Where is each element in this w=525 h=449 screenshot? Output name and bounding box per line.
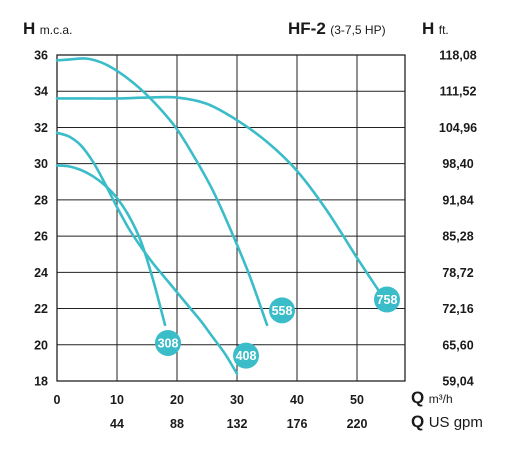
x-tick-label: 30: [230, 393, 244, 407]
x-tick-label: 10: [110, 393, 124, 407]
y2-tick-label: 111,52: [440, 85, 477, 99]
model-range: (3-7,5 HP): [330, 23, 386, 37]
y2-tick-label: 78,72: [442, 266, 473, 280]
x2-tick-label: 88: [170, 417, 184, 431]
x-tick-label: 40: [290, 393, 304, 407]
y-tick-label: 34: [34, 85, 48, 99]
y-tick-label: 20: [34, 338, 48, 352]
q-gpm-unit: US gpm: [428, 414, 483, 431]
curve-badge-408: [233, 342, 259, 369]
right-axis-symbol: H: [422, 19, 435, 38]
curve-408: [55, 131, 239, 376]
y-tick-label: 26: [34, 230, 48, 244]
curve-308: [55, 164, 167, 327]
x2-tick-label: 176: [287, 417, 308, 431]
y2-tick-label: 118,08: [439, 49, 477, 63]
curve-badge-758: [374, 286, 400, 313]
y-tick-label: 28: [34, 193, 48, 207]
curve-558: [55, 57, 269, 327]
x2-tick-label: 132: [227, 417, 248, 431]
q-gpm-label: Q US gpm: [411, 412, 483, 432]
curves: [55, 57, 383, 376]
y-tick-label: 22: [34, 302, 48, 316]
x2-tick-label: 220: [347, 417, 368, 431]
curve-badge-558: [269, 297, 295, 324]
y2-tick-label: 59,04: [442, 375, 473, 389]
curve-badge-label-408: 408: [236, 349, 257, 363]
model-header: HF-2 (3-7,5 HP): [288, 19, 386, 39]
y2-tick-label: 104,96: [439, 121, 477, 135]
curve-758: [55, 95, 383, 296]
grid: [56, 54, 406, 382]
q-gpm-symbol: Q: [411, 412, 425, 431]
x2-tick-label: 44: [110, 417, 124, 431]
x-tick-label: 50: [350, 393, 364, 407]
y-tick-label: 32: [34, 121, 48, 135]
curve-badge-label-308: 308: [158, 336, 179, 350]
tick-labels: 18 20 22 24 26 28 30 32 34 36 59,04 65,60 72,16 78,72…: [34, 49, 477, 432]
x-tick-label: 0: [54, 393, 61, 407]
q-metric-label: Q m³/h: [411, 388, 453, 408]
y-tick-label: 36: [34, 49, 48, 63]
curve-labels: 308 408 558 758: [155, 286, 400, 369]
y-tick-label: 30: [34, 157, 48, 171]
x-tick-label: 20: [170, 393, 184, 407]
right-axis-header: H ft.: [422, 19, 449, 39]
left-axis-unit: m.c.a.: [39, 23, 73, 37]
curve-badge-label-758: 758: [377, 293, 398, 307]
curve-badge-308: [155, 329, 181, 356]
y2-tick-label: 65,60: [442, 338, 473, 352]
y2-tick-label: 91,84: [442, 193, 473, 207]
left-axis-symbol: H: [23, 19, 36, 38]
left-axis-header: H m.c.a.: [23, 19, 72, 39]
y-tick-label: 18: [34, 375, 48, 389]
y2-tick-label: 72,16: [442, 302, 473, 316]
y-tick-label: 24: [34, 266, 48, 280]
curve-badge-label-558: 558: [272, 304, 293, 318]
right-axis-unit: ft.: [438, 23, 449, 37]
model-title: HF-2: [288, 19, 326, 38]
q-metric-unit: m³/h: [428, 392, 453, 406]
q-metric-symbol: Q: [411, 388, 425, 407]
plot-frame: [56, 54, 406, 382]
y2-tick-label: 85,28: [442, 230, 473, 244]
y2-tick-label: 98,40: [442, 157, 473, 171]
